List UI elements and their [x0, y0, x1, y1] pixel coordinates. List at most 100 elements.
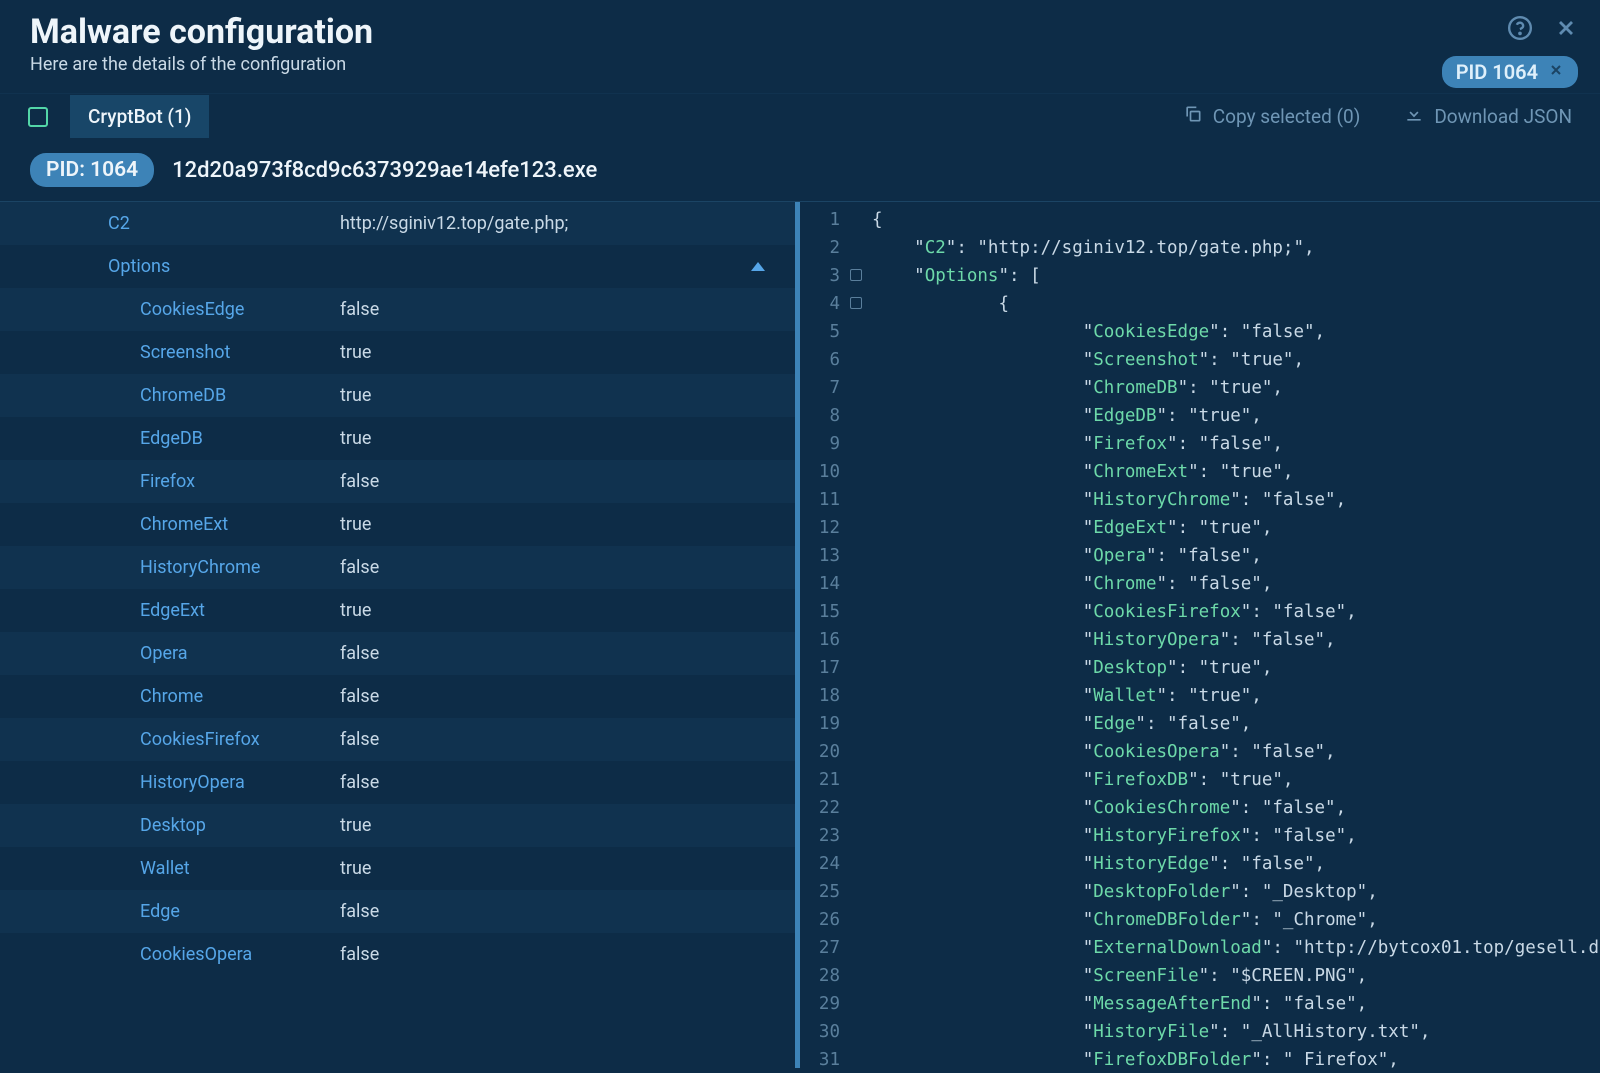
close-icon[interactable] — [1552, 14, 1580, 42]
line-number: 19 — [800, 710, 854, 738]
table-row[interactable]: EdgeExttrue — [0, 589, 795, 632]
fold-gutter[interactable] — [854, 626, 872, 654]
fold-gutter[interactable] — [854, 654, 872, 682]
fold-gutter[interactable] — [854, 514, 872, 542]
row-key: HistoryOpera — [0, 772, 340, 793]
table-row[interactable]: Edgefalse — [0, 890, 795, 933]
fold-gutter[interactable] — [854, 738, 872, 766]
table-row-c2[interactable]: C2http://sginiv12.top/gate.php; — [0, 202, 795, 245]
line-number: 21 — [800, 766, 854, 794]
fold-gutter[interactable] — [854, 766, 872, 794]
code-text: "Options": [ — [872, 262, 1041, 290]
fold-gutter[interactable] — [854, 262, 872, 290]
line-number: 20 — [800, 738, 854, 766]
table-row[interactable]: CookiesEdgefalse — [0, 288, 795, 331]
code-line: 19 "Edge": "false", — [800, 710, 1600, 738]
fold-gutter[interactable] — [854, 1018, 872, 1046]
copy-selected-button[interactable]: Copy selected (0) — [1183, 104, 1361, 129]
code-text: "HistoryFile": "_AllHistory.txt", — [872, 1018, 1430, 1046]
fold-gutter[interactable] — [854, 402, 872, 430]
code-text: "EdgeDB": "true", — [872, 402, 1262, 430]
line-number: 13 — [800, 542, 854, 570]
fold-gutter[interactable] — [854, 206, 872, 234]
row-val: false — [340, 729, 379, 750]
code-text: "HistoryChrome": "false", — [872, 486, 1346, 514]
table-row[interactable]: Operafalse — [0, 632, 795, 675]
fold-gutter[interactable] — [854, 430, 872, 458]
row-key: CookiesEdge — [0, 299, 340, 320]
copy-icon — [1183, 104, 1203, 129]
fold-gutter[interactable] — [854, 374, 872, 402]
fold-gutter[interactable] — [854, 542, 872, 570]
table-row[interactable]: Firefoxfalse — [0, 460, 795, 503]
fold-gutter[interactable] — [854, 934, 872, 962]
code-line: 11 "HistoryChrome": "false", — [800, 486, 1600, 514]
row-key: EdgeDB — [0, 428, 340, 449]
download-json-button[interactable]: Download JSON — [1404, 104, 1572, 129]
code-text: "Edge": "false", — [872, 710, 1251, 738]
fold-gutter[interactable] — [854, 346, 872, 374]
row-key: C2 — [0, 213, 340, 234]
code-text: "CookiesFirefox": "false", — [872, 598, 1357, 626]
fold-marker-icon[interactable] — [850, 269, 862, 281]
table-row[interactable]: Chromefalse — [0, 675, 795, 718]
fold-gutter[interactable] — [854, 906, 872, 934]
table-row[interactable]: CookiesFirefoxfalse — [0, 718, 795, 761]
fold-gutter[interactable] — [854, 990, 872, 1018]
tab-cryptbot[interactable]: CryptBot (1) — [70, 95, 209, 138]
code-line: 16 "HistoryOpera": "false", — [800, 626, 1600, 654]
row-val: false — [340, 471, 379, 492]
code-line: 6 "Screenshot": "true", — [800, 346, 1600, 374]
table-row[interactable]: Wallettrue — [0, 847, 795, 890]
fold-gutter[interactable] — [854, 850, 872, 878]
row-val: false — [340, 557, 379, 578]
table-row[interactable]: EdgeDBtrue — [0, 417, 795, 460]
line-number: 1 — [800, 206, 854, 234]
pid-chip[interactable]: PID: 1064 — [30, 153, 154, 187]
table-row[interactable]: ChromeExttrue — [0, 503, 795, 546]
row-key: Wallet — [0, 858, 340, 879]
code-line: 22 "CookiesChrome": "false", — [800, 794, 1600, 822]
fold-gutter[interactable] — [854, 234, 872, 262]
line-number: 17 — [800, 654, 854, 682]
pid-badge[interactable]: PID 1064 — [1442, 56, 1578, 88]
table-row[interactable]: Desktoptrue — [0, 804, 795, 847]
fold-gutter[interactable] — [854, 290, 872, 318]
fold-gutter[interactable] — [854, 570, 872, 598]
help-icon[interactable] — [1506, 14, 1534, 42]
fold-gutter[interactable] — [854, 794, 872, 822]
select-all-checkbox[interactable] — [28, 107, 48, 127]
fold-gutter[interactable] — [854, 710, 872, 738]
row-key: Opera — [0, 643, 340, 664]
table-row[interactable]: CookiesOperafalse — [0, 933, 795, 976]
row-key: ChromeDB — [0, 385, 340, 406]
table-row[interactable]: Screenshottrue — [0, 331, 795, 374]
fold-gutter[interactable] — [854, 878, 872, 906]
table-row[interactable]: HistoryOperafalse — [0, 761, 795, 804]
fold-gutter[interactable] — [854, 1046, 872, 1068]
code-line: 14 "Chrome": "false", — [800, 570, 1600, 598]
fold-gutter[interactable] — [854, 598, 872, 626]
code-text: "FirefoxDB": "true", — [872, 766, 1293, 794]
fold-gutter[interactable] — [854, 962, 872, 990]
code-text: "MessageAfterEnd": "false", — [872, 990, 1367, 1018]
code-text: "HistoryOpera": "false", — [872, 626, 1336, 654]
pid-badge-label: PID 1064 — [1456, 60, 1538, 84]
fold-marker-icon[interactable] — [850, 297, 862, 309]
code-text: "Desktop": "true", — [872, 654, 1272, 682]
pid-badge-close-icon[interactable] — [1548, 62, 1564, 83]
table-row[interactable]: HistoryChromefalse — [0, 546, 795, 589]
options-header[interactable]: Options — [0, 245, 795, 288]
fold-gutter[interactable] — [854, 486, 872, 514]
fold-gutter[interactable] — [854, 822, 872, 850]
page-title: Malware configuration — [30, 12, 1570, 52]
fold-gutter[interactable] — [854, 318, 872, 346]
table-row[interactable]: ChromeDBtrue — [0, 374, 795, 417]
line-number: 16 — [800, 626, 854, 654]
fold-gutter[interactable] — [854, 458, 872, 486]
page-subtitle: Here are the details of the configuratio… — [30, 54, 1570, 75]
config-table-panel[interactable]: C2http://sginiv12.top/gate.php;OptionsCo… — [0, 202, 800, 1068]
json-viewer-panel[interactable]: 1{2 "C2": "http://sginiv12.top/gate.php;… — [800, 202, 1600, 1068]
fold-gutter[interactable] — [854, 682, 872, 710]
row-val: false — [340, 299, 379, 320]
